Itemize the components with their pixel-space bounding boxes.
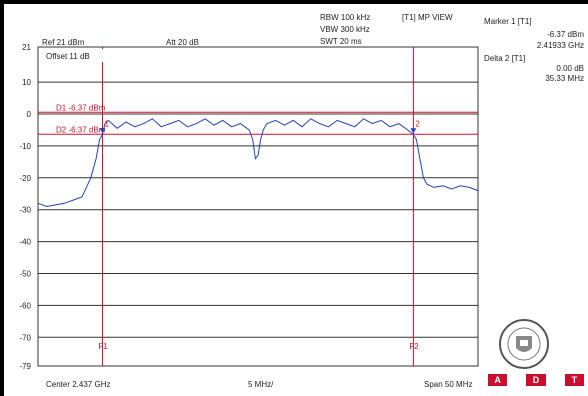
offset-label-box <box>40 49 114 62</box>
adt-letter-t: T <box>564 374 585 386</box>
marker1-title: Marker 1 [T1] <box>484 17 532 26</box>
vbw: VBW 300 kHz <box>320 25 370 34</box>
y-tick-label: -20 <box>19 174 31 183</box>
delta2-level: 0.00 dB <box>556 64 584 73</box>
marker-point-label: 2 <box>415 119 420 128</box>
marker1-level: -6.37 dBm <box>547 30 584 39</box>
rbw: RBW 100 kHz <box>320 13 371 22</box>
y-tick-label: 21 <box>22 43 31 52</box>
y-tick-label: -50 <box>19 269 31 278</box>
y-tick-label: -60 <box>19 301 31 310</box>
adt-letter-a: A <box>488 374 508 386</box>
spectrum-trace <box>37 118 479 208</box>
frequency-line-label: F1 <box>99 342 109 351</box>
ref-level: Ref 21 dBm <box>42 38 85 47</box>
sweep-time: SWT 20 ms <box>320 37 362 46</box>
attenuation: Att 20 dB <box>166 38 199 47</box>
y-tick-label: -40 <box>19 238 31 247</box>
adt-letter-d: D <box>526 374 546 386</box>
y-tick-label: -30 <box>19 206 31 215</box>
bureau-veritas-logo <box>498 318 550 370</box>
adt-logo: A D T <box>488 374 585 386</box>
delta2-freq: 35.33 MHz <box>545 74 584 83</box>
adt-gap-1 <box>507 374 527 386</box>
marker-point <box>410 128 417 134</box>
y-tick-label: -10 <box>19 142 31 151</box>
marker-point <box>99 128 106 134</box>
marker-point-label: 1 <box>105 119 110 128</box>
delta2-title: Delta 2 [T1] <box>484 54 526 63</box>
offset-label: Offset 11 dB <box>46 52 90 61</box>
adt-gap-2 <box>545 374 565 386</box>
y-tick-labels: 21 10 0 -10 -20 -30 -40 -50 -60 -70 -79 <box>19 43 31 371</box>
y-tick-label: -70 <box>19 333 31 342</box>
trace-mode: [T1] MP VIEW <box>402 13 453 22</box>
center-frequency: Center 2.437 GHz <box>46 380 111 389</box>
overlays: D1 -6.37 dBm D2 -6.37 dBm F1 F2 <box>38 47 478 366</box>
y-tick-label: -79 <box>19 362 31 371</box>
header-strip <box>0 0 480 4</box>
frequency-per-div: 5 MHz/ <box>248 380 274 389</box>
display-line-label: D2 -6.37 dBm <box>56 125 106 134</box>
grid <box>38 81 478 338</box>
y-tick-label: 0 <box>27 110 32 119</box>
display-line-label: D1 -6.37 dBm <box>56 103 106 112</box>
y-tick-label: 10 <box>22 78 31 87</box>
frequency-span: Span 50 MHz <box>424 380 473 389</box>
frequency-line-label: F2 <box>409 342 419 351</box>
plot-area <box>37 46 479 367</box>
marker1-freq: 2.41933 GHz <box>536 41 584 50</box>
